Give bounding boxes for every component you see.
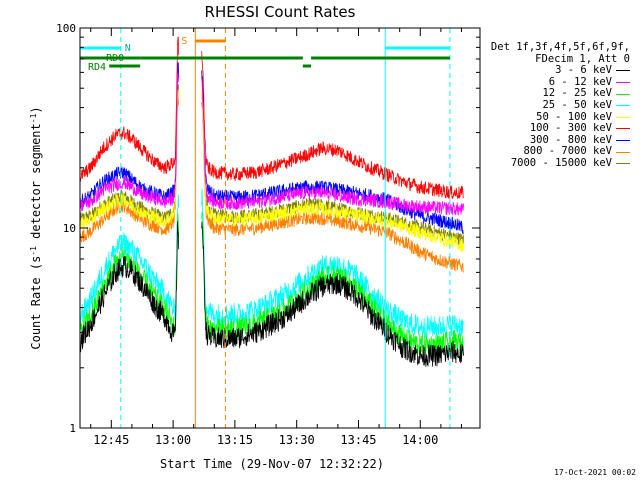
legend-entry: 6 - 12 keV (480, 75, 630, 89)
x-tick-label: 13:30 (279, 433, 315, 447)
y-axis-label: Count Rate (s-1 detector segment-1) (29, 106, 44, 349)
legend-entry: 100 - 300 keV (480, 123, 630, 135)
legend-entry: 3 - 6 keV (480, 65, 630, 77)
y-tick-label: 1 (69, 422, 76, 435)
legend-header-line-1: Det 1f,3f,4f,5f,6f,9f, (490, 41, 630, 53)
legend-swatch (616, 116, 630, 118)
legend-swatch (616, 128, 630, 130)
x-tick-label: 14:00 (402, 433, 438, 447)
timestamp: 17-Oct-2021 00:02 (554, 468, 636, 477)
series-line (79, 89, 464, 253)
legend-entry: 300 - 800 keV (480, 133, 630, 147)
y-tick-label: 100 (56, 22, 76, 35)
legend: Det 1f,3f,4f,5f,6f,9f, FDecim 1, Att 0 3… (480, 41, 630, 170)
y-axis-label-group: Count Rate (s-1 detector segment-1) (29, 106, 44, 349)
legend-entry-label: 50 - 100 keV (536, 110, 612, 123)
legend-entry: 800 - 7000 keV (480, 146, 630, 158)
x-axis-label: Start Time (29-Nov-07 12:32:22) (160, 457, 384, 471)
marker-label-s: S (181, 36, 187, 47)
series-layer (79, 36, 464, 367)
marker-label-rd4: RD4 (88, 62, 106, 73)
legend-entry-label: 100 - 300 keV (529, 122, 612, 135)
series-line (79, 221, 464, 367)
y-tick-label: 10 (63, 222, 76, 235)
series-line (79, 73, 464, 216)
legend-entry-label: 300 - 800 keV (529, 133, 612, 146)
legend-entry-label: 25 - 50 keV (542, 98, 612, 111)
legend-entry-label: 7000 - 15000 keV (510, 156, 612, 169)
legend-entry: 7000 - 15000 keV (480, 156, 630, 170)
series-line (79, 188, 464, 339)
legend-swatch (616, 163, 630, 165)
legend-entries: 3 - 6 keV 6 - 12 keV 12 - 25 keV 25 - 50 ke… (480, 65, 630, 169)
series-line (79, 94, 464, 273)
legend-swatch (616, 140, 630, 142)
legend-swatch (616, 82, 630, 84)
x-tick-label: 13:00 (155, 433, 191, 447)
legend-header-line-2: FDecim 1, Att 0 (535, 52, 630, 65)
legend-entry-label: 3 - 6 keV (555, 64, 612, 77)
legend-swatch (616, 93, 630, 95)
legend-entry-label: 800 - 7000 keV (523, 145, 612, 158)
series-line (79, 62, 464, 235)
x-tick-label: 13:45 (340, 433, 376, 447)
axes-layer: 1 10 100 12:45 13:00 13:15 13:30 13:45 14:00 (56, 22, 481, 447)
legend-swatch (616, 105, 630, 107)
x-tick-label: 12:45 (93, 433, 129, 447)
legend-swatch (616, 70, 630, 72)
legend-entry: 25 - 50 keV (480, 98, 630, 112)
legend-entry: 12 - 25 keV (480, 88, 630, 100)
legend-entry-label: 6 - 12 keV (548, 75, 612, 88)
marker-label-rd0: RD0 (106, 53, 124, 64)
legend-entry: 50 - 100 keV (480, 110, 630, 124)
x-tick-label: 13:15 (217, 433, 253, 447)
legend-swatch (616, 151, 630, 153)
legend-entry-label: 12 - 25 keV (542, 87, 612, 100)
series-line (79, 36, 464, 200)
marker-label-n: N (125, 43, 131, 54)
chart-title: RHESSI Count Rates (205, 3, 356, 21)
